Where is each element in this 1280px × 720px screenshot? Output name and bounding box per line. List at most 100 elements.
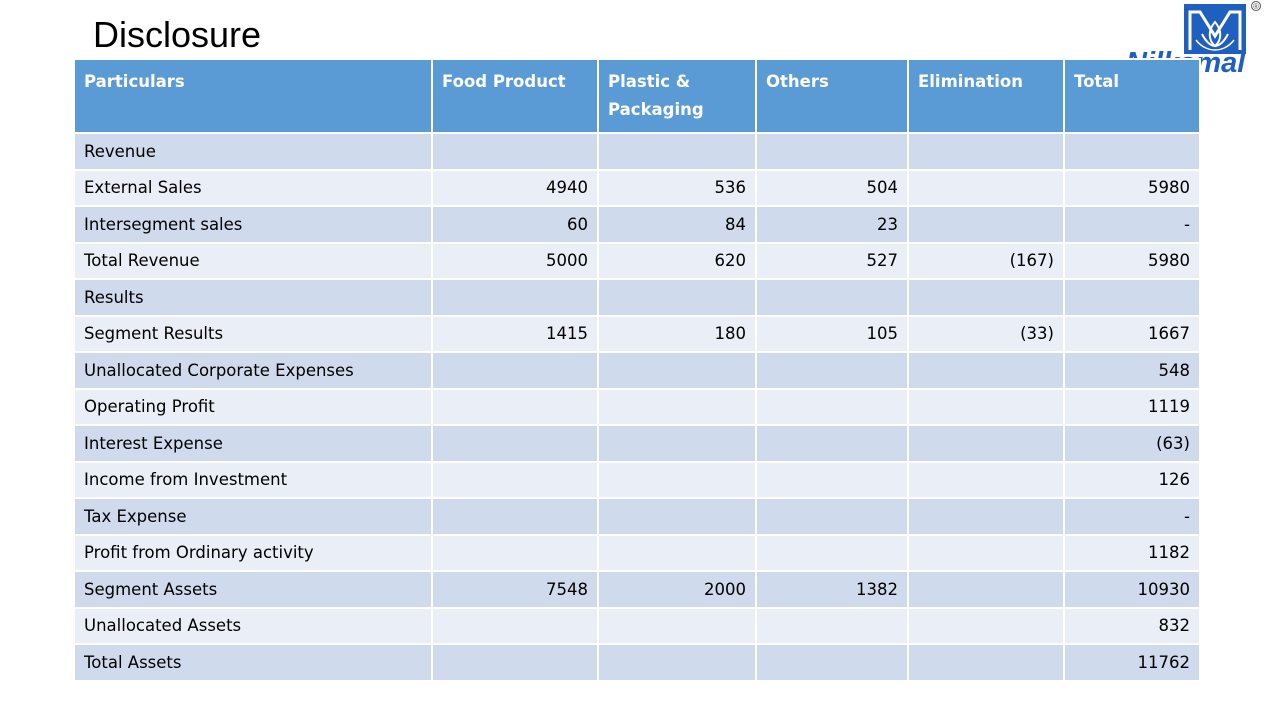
table-row: Segment Results 1415 180 105 (33) 1667 (73, 314, 1201, 353)
cell-food-product: 4940 (431, 168, 599, 207)
header-particulars: Particulars (73, 58, 433, 134)
cell-food-product (431, 643, 599, 682)
cell-elimination (907, 205, 1065, 244)
cell-total: 832 (1063, 606, 1201, 645)
cell-particulars: Profit from Ordinary activity (73, 533, 433, 572)
cell-plastic-packaging: 2000 (597, 570, 757, 609)
cell-plastic-packaging (597, 351, 757, 390)
table-row: Total Assets 11762 (73, 643, 1201, 682)
cell-particulars: Total Assets (73, 643, 433, 682)
cell-total: 1119 (1063, 387, 1201, 426)
table-row: Tax Expense - (73, 497, 1201, 536)
table-row: Unallocated Corporate Expenses 548 (73, 351, 1201, 390)
cell-particulars: External Sales (73, 168, 433, 207)
table-row: External Sales 4940 536 504 5980 (73, 168, 1201, 207)
cell-elimination (907, 132, 1065, 171)
table-row: Unallocated Assets 832 (73, 606, 1201, 645)
cell-elimination (907, 460, 1065, 499)
cell-plastic-packaging (597, 606, 757, 645)
header-food-product: Food Product (431, 58, 599, 134)
cell-food-product (431, 533, 599, 572)
cell-plastic-packaging (597, 497, 757, 536)
table-row: Interest Expense (63) (73, 424, 1201, 463)
table-row: Segment Assets 7548 2000 1382 10930 (73, 570, 1201, 609)
cell-elimination: (33) (907, 314, 1065, 353)
cell-particulars: Income from Investment (73, 460, 433, 499)
cell-particulars: Segment Assets (73, 570, 433, 609)
table-row: Income from Investment 126 (73, 460, 1201, 499)
cell-plastic-packaging (597, 132, 757, 171)
table-row: Revenue (73, 132, 1201, 171)
cell-particulars: Intersegment sales (73, 205, 433, 244)
cell-particulars: Unallocated Assets (73, 606, 433, 645)
table-row: Total Revenue 5000 620 527 (167) 5980 (73, 241, 1201, 280)
cell-particulars: Unallocated Corporate Expenses (73, 351, 433, 390)
registered-mark: ® (1253, 2, 1259, 11)
cell-total (1063, 132, 1201, 171)
cell-total: 126 (1063, 460, 1201, 499)
cell-others: 504 (755, 168, 909, 207)
cell-plastic-packaging (597, 278, 757, 317)
cell-others: 23 (755, 205, 909, 244)
cell-food-product (431, 351, 599, 390)
header-others: Others (755, 58, 909, 134)
cell-total (1063, 278, 1201, 317)
segment-disclosure-table: Particulars Food Product Plastic & Packa… (73, 58, 1201, 682)
cell-others (755, 387, 909, 426)
cell-food-product: 60 (431, 205, 599, 244)
header-elimination: Elimination (907, 58, 1065, 134)
slide-title: Disclosure (93, 14, 262, 55)
cell-food-product (431, 387, 599, 426)
header-plastic-packaging: Plastic & Packaging (597, 58, 757, 134)
table-row: Operating Profit 1119 (73, 387, 1201, 426)
cell-elimination (907, 533, 1065, 572)
cell-particulars: Tax Expense (73, 497, 433, 536)
cell-others (755, 351, 909, 390)
cell-total: 5980 (1063, 168, 1201, 207)
cell-others (755, 132, 909, 171)
cell-total: - (1063, 205, 1201, 244)
cell-plastic-packaging: 180 (597, 314, 757, 353)
cell-particulars: Interest Expense (73, 424, 433, 463)
cell-total: 1182 (1063, 533, 1201, 572)
cell-others (755, 606, 909, 645)
cell-total: 548 (1063, 351, 1201, 390)
cell-total: 10930 (1063, 570, 1201, 609)
cell-elimination (907, 643, 1065, 682)
table-body: Revenue External Sales 4940 536 504 5980 Inter… (73, 132, 1201, 682)
table-row: Profit from Ordinary activity 1182 (73, 533, 1201, 572)
cell-food-product (431, 497, 599, 536)
cell-elimination (907, 278, 1065, 317)
cell-particulars: Segment Results (73, 314, 433, 353)
cell-food-product (431, 132, 599, 171)
header-row: Particulars Food Product Plastic & Packa… (73, 58, 1201, 134)
cell-particulars: Total Revenue (73, 241, 433, 280)
cell-plastic-packaging: 620 (597, 241, 757, 280)
cell-others (755, 497, 909, 536)
cell-total: (63) (1063, 424, 1201, 463)
cell-others (755, 533, 909, 572)
cell-total: - (1063, 497, 1201, 536)
cell-food-product (431, 460, 599, 499)
cell-food-product (431, 606, 599, 645)
cell-particulars: Results (73, 278, 433, 317)
cell-plastic-packaging (597, 533, 757, 572)
cell-elimination (907, 606, 1065, 645)
cell-elimination (907, 497, 1065, 536)
cell-others: 1382 (755, 570, 909, 609)
cell-elimination (907, 570, 1065, 609)
cell-food-product: 5000 (431, 241, 599, 280)
cell-plastic-packaging: 536 (597, 168, 757, 207)
cell-plastic-packaging (597, 424, 757, 463)
cell-others (755, 643, 909, 682)
cell-total: 1667 (1063, 314, 1201, 353)
cell-food-product: 7548 (431, 570, 599, 609)
cell-others: 105 (755, 314, 909, 353)
cell-elimination: (167) (907, 241, 1065, 280)
cell-elimination (907, 387, 1065, 426)
cell-particulars: Operating Profit (73, 387, 433, 426)
table-row: Results (73, 278, 1201, 317)
cell-others: 527 (755, 241, 909, 280)
table-header: Particulars Food Product Plastic & Packa… (73, 58, 1201, 134)
cell-plastic-packaging (597, 460, 757, 499)
